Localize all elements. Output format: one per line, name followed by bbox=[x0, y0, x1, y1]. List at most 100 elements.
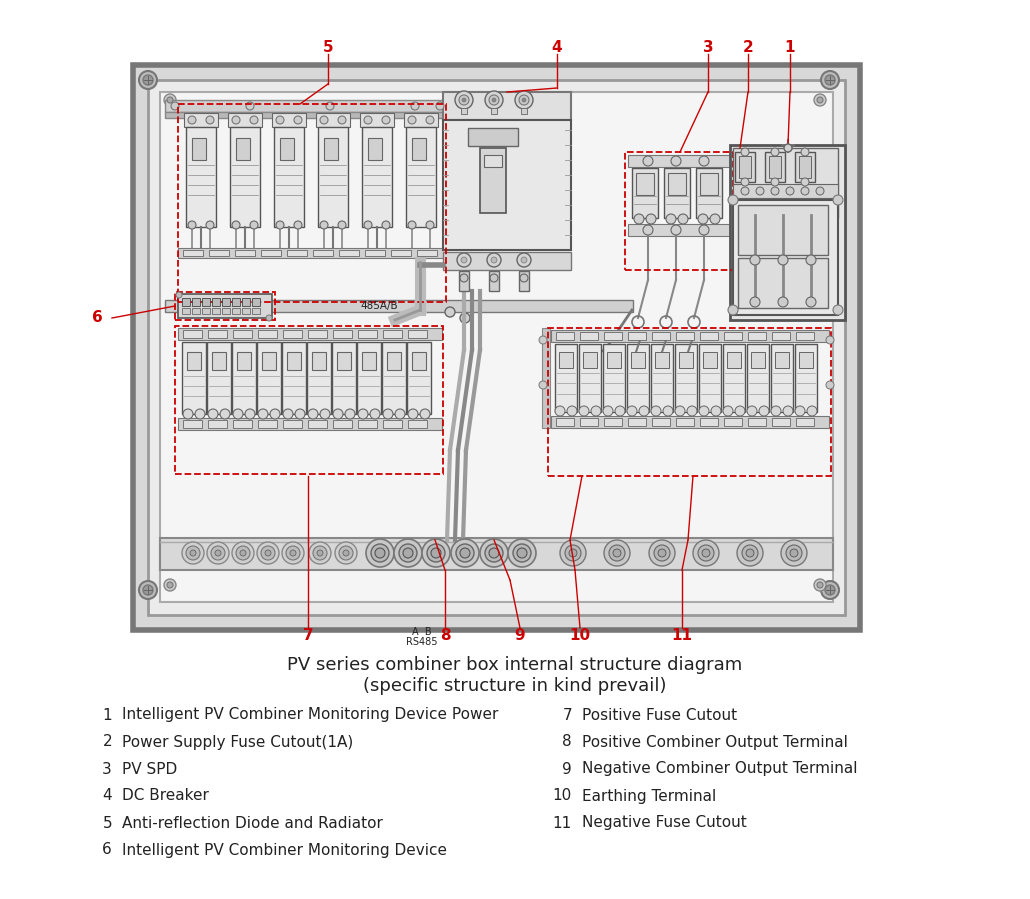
Bar bbox=[178, 328, 442, 340]
Circle shape bbox=[364, 221, 372, 229]
Circle shape bbox=[143, 75, 153, 85]
Circle shape bbox=[455, 91, 473, 109]
Bar bbox=[668, 173, 686, 195]
Bar bbox=[408, 330, 427, 338]
Circle shape bbox=[675, 406, 685, 416]
Bar bbox=[391, 250, 411, 256]
Circle shape bbox=[817, 582, 823, 588]
Circle shape bbox=[294, 221, 302, 229]
Text: 10: 10 bbox=[570, 628, 590, 643]
Bar bbox=[733, 200, 838, 315]
Text: 9: 9 bbox=[562, 761, 572, 777]
Bar bbox=[675, 344, 697, 412]
Circle shape bbox=[801, 178, 809, 186]
Bar bbox=[556, 332, 574, 340]
Circle shape bbox=[250, 116, 258, 124]
Bar bbox=[628, 332, 646, 340]
Circle shape bbox=[422, 539, 450, 567]
Bar bbox=[652, 418, 670, 426]
Bar bbox=[579, 344, 600, 412]
Circle shape bbox=[143, 585, 153, 595]
Circle shape bbox=[459, 95, 469, 105]
Circle shape bbox=[517, 253, 531, 267]
Bar bbox=[796, 418, 814, 426]
Bar bbox=[628, 418, 646, 426]
Bar bbox=[519, 271, 529, 291]
Text: 8: 8 bbox=[562, 734, 572, 750]
Circle shape bbox=[825, 75, 835, 85]
Bar bbox=[192, 308, 200, 314]
Bar bbox=[212, 308, 220, 314]
Bar bbox=[735, 152, 755, 182]
Circle shape bbox=[747, 406, 757, 416]
Bar bbox=[771, 344, 793, 412]
Circle shape bbox=[778, 255, 788, 265]
Circle shape bbox=[399, 544, 417, 562]
Bar bbox=[724, 332, 742, 340]
Circle shape bbox=[182, 542, 204, 564]
Bar bbox=[228, 113, 262, 127]
Circle shape bbox=[236, 546, 250, 560]
Circle shape bbox=[742, 545, 758, 561]
Circle shape bbox=[206, 116, 214, 124]
Bar bbox=[365, 250, 385, 256]
Text: 3: 3 bbox=[702, 40, 714, 55]
Bar bbox=[178, 248, 446, 258]
Circle shape bbox=[508, 539, 536, 567]
Circle shape bbox=[806, 406, 817, 416]
Circle shape bbox=[282, 542, 304, 564]
Circle shape bbox=[308, 409, 318, 419]
Circle shape bbox=[139, 581, 157, 599]
Circle shape bbox=[666, 214, 676, 224]
Bar bbox=[202, 298, 210, 306]
Bar bbox=[222, 308, 230, 314]
Text: 7: 7 bbox=[303, 628, 313, 643]
Bar bbox=[733, 184, 838, 198]
Circle shape bbox=[426, 221, 434, 229]
Circle shape bbox=[699, 156, 709, 166]
Bar bbox=[339, 250, 359, 256]
Bar bbox=[468, 128, 518, 146]
Bar bbox=[252, 298, 260, 306]
Circle shape bbox=[806, 297, 816, 307]
Bar bbox=[233, 330, 252, 338]
Bar bbox=[484, 155, 502, 167]
Circle shape bbox=[294, 116, 302, 124]
Circle shape bbox=[195, 409, 205, 419]
Bar bbox=[232, 342, 256, 414]
Bar bbox=[542, 328, 550, 428]
Text: 5: 5 bbox=[322, 40, 334, 55]
Circle shape bbox=[411, 102, 419, 110]
Circle shape bbox=[286, 546, 300, 560]
Text: 1: 1 bbox=[102, 708, 112, 723]
Circle shape bbox=[627, 406, 637, 416]
Bar bbox=[192, 298, 200, 306]
Bar bbox=[160, 538, 833, 570]
Bar bbox=[723, 344, 745, 412]
Bar bbox=[160, 92, 833, 602]
Bar bbox=[383, 330, 402, 338]
Bar bbox=[700, 332, 718, 340]
Circle shape bbox=[699, 406, 709, 416]
Circle shape bbox=[266, 315, 272, 321]
Circle shape bbox=[671, 156, 681, 166]
Circle shape bbox=[833, 305, 843, 315]
Bar bbox=[262, 352, 276, 370]
Bar bbox=[733, 148, 838, 218]
Text: Intelligent PV Combiner Monitoring Device Power: Intelligent PV Combiner Monitoring Devic… bbox=[122, 708, 499, 723]
Circle shape bbox=[801, 148, 809, 156]
Bar bbox=[747, 344, 769, 412]
Circle shape bbox=[693, 540, 719, 566]
Text: Negative Combiner Output Terminal: Negative Combiner Output Terminal bbox=[582, 761, 858, 777]
Bar bbox=[739, 156, 751, 178]
Bar bbox=[202, 308, 210, 314]
Bar bbox=[604, 418, 622, 426]
Circle shape bbox=[366, 539, 394, 567]
Bar bbox=[459, 271, 469, 291]
Circle shape bbox=[343, 550, 349, 556]
Circle shape bbox=[207, 542, 229, 564]
Text: Earthing Terminal: Earthing Terminal bbox=[582, 788, 716, 804]
Text: 10: 10 bbox=[553, 788, 572, 804]
Bar bbox=[316, 113, 350, 127]
Bar bbox=[237, 352, 251, 370]
